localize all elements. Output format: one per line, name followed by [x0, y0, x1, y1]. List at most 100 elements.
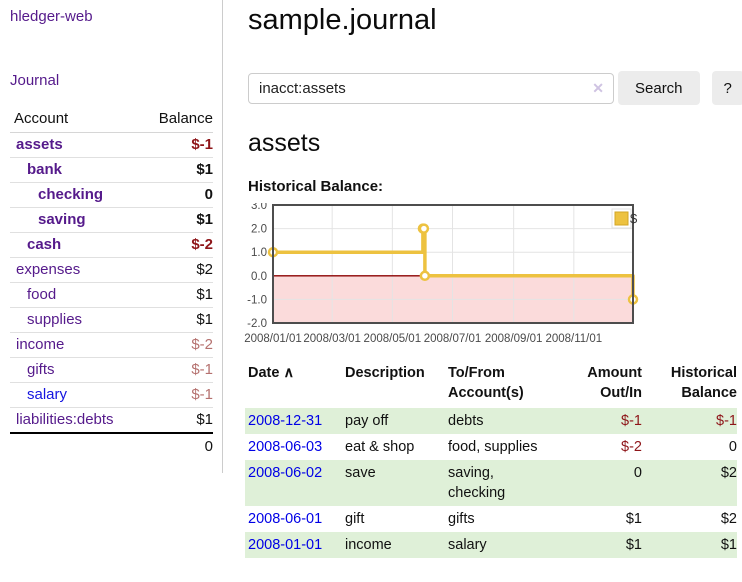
- help-button[interactable]: ?: [711, 71, 742, 105]
- search-input[interactable]: [248, 72, 614, 104]
- amount-cell: $-2: [621, 439, 642, 455]
- register-row: 2008-06-01 gift gifts $1 $2: [245, 506, 737, 532]
- y-tick-label: 0.0: [251, 271, 267, 283]
- page-title: sample.journal: [248, 4, 437, 36]
- account-link[interactable]: liabilities:debts: [16, 411, 114, 428]
- search-form: ✕ Search ?: [248, 71, 742, 105]
- account-link[interactable]: supplies: [27, 311, 83, 328]
- account-link[interactable]: saving: [38, 211, 86, 228]
- account-row: cash $-2: [10, 232, 213, 258]
- account-balance: $1: [139, 157, 213, 183]
- register-row: 2008-06-02 save saving, checking 0 $2: [245, 460, 737, 506]
- search-button[interactable]: Search: [618, 71, 700, 105]
- account-link[interactable]: bank: [27, 161, 63, 178]
- account-row: liabilities:debts $1: [10, 407, 213, 434]
- brand-link[interactable]: hledger-web: [10, 8, 93, 25]
- y-tick-label: 2.0: [251, 224, 267, 236]
- transaction-date-link[interactable]: 2008-06-02: [248, 465, 323, 481]
- register-table-body: 2008-12-31 pay off debts $-1 $-1 2008-06…: [245, 408, 737, 558]
- accounts-cell: food, supplies: [448, 439, 538, 455]
- legend-swatch: [614, 211, 629, 226]
- account-balance: $1: [139, 407, 213, 434]
- account-link[interactable]: cash: [27, 236, 62, 253]
- balance-cell: $2: [720, 465, 737, 481]
- y-tick-label: 1.0: [251, 247, 267, 259]
- account-heading: assets: [248, 129, 321, 157]
- register-header-date[interactable]: Date ∧: [248, 365, 295, 381]
- legend-label: $: [630, 211, 638, 226]
- register-row: 2008-06-03 eat & shop food, supplies $-2…: [245, 434, 737, 460]
- register-header-amount: Amount Out/In: [587, 365, 642, 401]
- register-header-balance: Historical Balance: [670, 365, 737, 401]
- x-tick-label: 2008/09/01: [485, 333, 543, 345]
- amount-cell: $1: [625, 511, 642, 527]
- account-link[interactable]: checking: [38, 186, 104, 203]
- sidebar-item-journal[interactable]: Journal: [10, 72, 60, 89]
- account-link[interactable]: gifts: [27, 361, 55, 378]
- balance-cell: $-1: [716, 413, 737, 429]
- accounts-cell: debts: [448, 413, 484, 429]
- accounts-cell: salary: [448, 537, 487, 553]
- register-row: 2008-12-31 pay off debts $-1 $-1: [245, 408, 737, 434]
- register-table: Date ∧ Description To/From Account(s) Am…: [245, 359, 737, 558]
- data-point-marker: [418, 223, 430, 234]
- transaction-date-link[interactable]: 2008-06-01: [248, 511, 323, 527]
- main-content: sample.journal ✕ Search ? assets Histori…: [223, 0, 742, 558]
- accounts-table: Account Balance assets $-1 bank $1 check…: [10, 106, 213, 459]
- transaction-date-link[interactable]: 2008-06-03: [248, 439, 323, 455]
- accounts-total-row: 0: [10, 432, 213, 459]
- account-balance: $1: [139, 282, 213, 308]
- balance-cell: 0: [728, 439, 737, 455]
- sidebar: hledger-web Journal Account Balance asse…: [0, 0, 223, 473]
- amount-cell: $1: [625, 537, 642, 553]
- account-row: food $1: [10, 282, 213, 308]
- account-link[interactable]: assets: [16, 136, 63, 153]
- amount-cell: 0: [633, 465, 642, 481]
- account-link[interactable]: expenses: [16, 261, 81, 278]
- account-row: bank $1: [10, 157, 213, 183]
- account-balance: $-1: [139, 382, 213, 408]
- accounts-total-value: 0: [139, 432, 213, 459]
- x-tick-label: 2008/07/01: [424, 333, 482, 345]
- account-link[interactable]: salary: [27, 386, 68, 403]
- transaction-date-link[interactable]: 2008-01-01: [248, 537, 323, 553]
- historical-balance-chart: $3.0 2.0 1.0 0.0 -1.0 -2.0 2008/01/01 2008/03/0…: [244, 203, 639, 345]
- register-header-description: Description: [345, 365, 425, 381]
- x-tick-label: 2008/03/01: [303, 333, 361, 345]
- accounts-table-body: assets $-1 bank $1 checking 0 saving $1 …: [10, 132, 213, 434]
- account-balance: $-1: [139, 132, 213, 158]
- accounts-cell: gifts: [448, 511, 475, 527]
- register-row: 2008-01-01 income salary $1 $1: [245, 532, 737, 558]
- y-tick-label: 3.0: [251, 203, 267, 212]
- balance-cell: $1: [720, 537, 737, 553]
- account-row: checking 0: [10, 182, 213, 208]
- account-row: saving $1: [10, 207, 213, 233]
- account-row: assets $-1: [10, 132, 213, 158]
- transaction-date-link[interactable]: 2008-12-31: [248, 413, 323, 429]
- sort-asc-icon: ∧: [283, 365, 295, 381]
- chart-title: Historical Balance:: [248, 178, 384, 195]
- account-balance: $1: [139, 307, 213, 333]
- accounts-cell: saving, checking: [448, 465, 506, 501]
- account-row: supplies $1: [10, 307, 213, 333]
- y-tick-label: -2.0: [247, 318, 267, 330]
- register-header-accounts: To/From Account(s): [448, 365, 524, 401]
- account-link[interactable]: food: [27, 286, 57, 303]
- y-tick-label: -1.0: [247, 294, 267, 306]
- description-cell: save: [345, 465, 376, 481]
- description-cell: gift: [345, 511, 365, 527]
- description-cell: income: [345, 537, 392, 553]
- x-tick-label: 2008/01/01: [244, 333, 302, 345]
- balance-cell: $2: [720, 511, 737, 527]
- account-link[interactable]: income: [16, 336, 65, 353]
- clear-search-icon[interactable]: ✕: [592, 79, 604, 96]
- account-row: gifts $-1: [10, 357, 213, 383]
- accounts-header-account: Account: [10, 106, 140, 133]
- amount-cell: $-1: [621, 413, 642, 429]
- data-point-marker: [419, 270, 431, 282]
- account-balance: $2: [139, 257, 213, 283]
- x-tick-label: 2008/05/01: [364, 333, 422, 345]
- account-balance: $-1: [139, 357, 213, 383]
- account-balance: $1: [139, 207, 213, 233]
- account-row: expenses $2: [10, 257, 213, 283]
